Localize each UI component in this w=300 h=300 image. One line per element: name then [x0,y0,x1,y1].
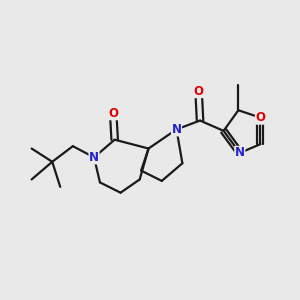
Text: O: O [194,85,204,98]
Text: N: N [235,146,245,159]
Text: O: O [108,107,118,120]
Text: O: O [255,111,266,124]
Text: N: N [172,123,182,136]
Text: N: N [89,151,99,164]
